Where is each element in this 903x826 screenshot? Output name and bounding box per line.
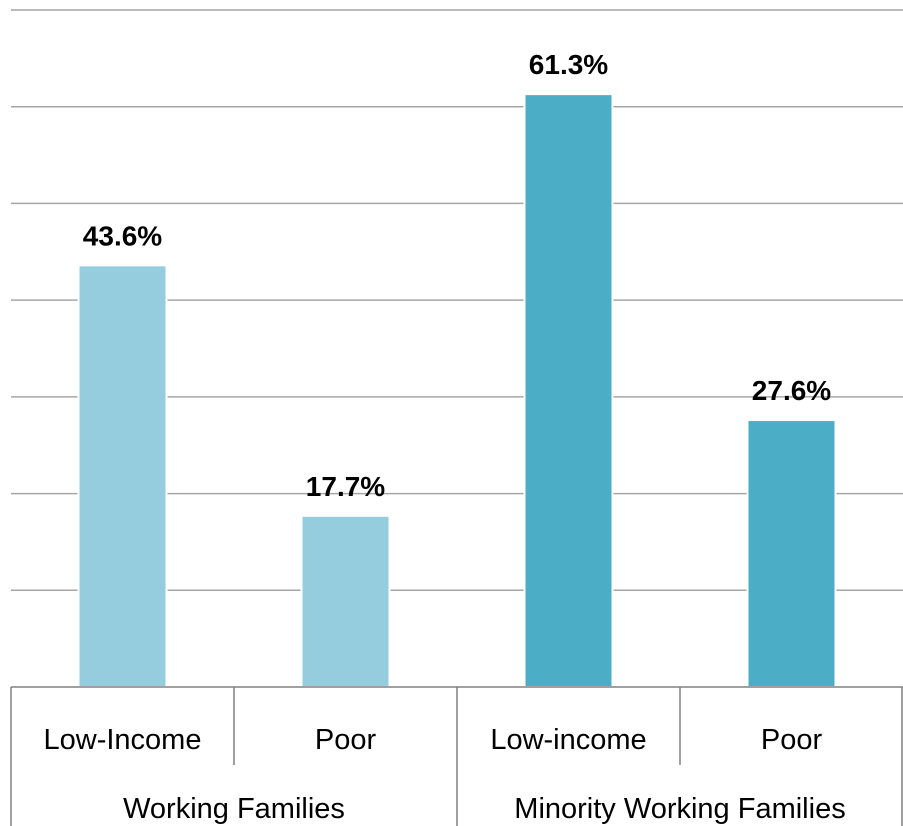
bar: [523, 93, 614, 689]
bar: [746, 419, 837, 688]
data-label: 43.6%: [83, 220, 162, 251]
group-tick-label: Minority Working Families: [514, 793, 845, 825]
data-label: 17.7%: [306, 471, 385, 502]
category-tick-label: Low-Income: [44, 724, 202, 756]
category-tick-label: Poor: [315, 724, 377, 756]
data-label: 27.6%: [752, 375, 831, 406]
bars: [77, 93, 837, 689]
group-tick-label: Working Families: [123, 793, 345, 825]
category-tick-label: Poor: [761, 724, 823, 756]
data-label: 61.3%: [529, 49, 608, 80]
category-axis: Low-Income Poor Working Families Low-income…: [10, 686, 903, 826]
category-tick-label: Low-income: [490, 724, 646, 756]
data-labels: 43.6% 17.7% 61.3% 27.6%: [83, 49, 831, 502]
bar: [77, 264, 168, 688]
bar: [300, 514, 391, 689]
